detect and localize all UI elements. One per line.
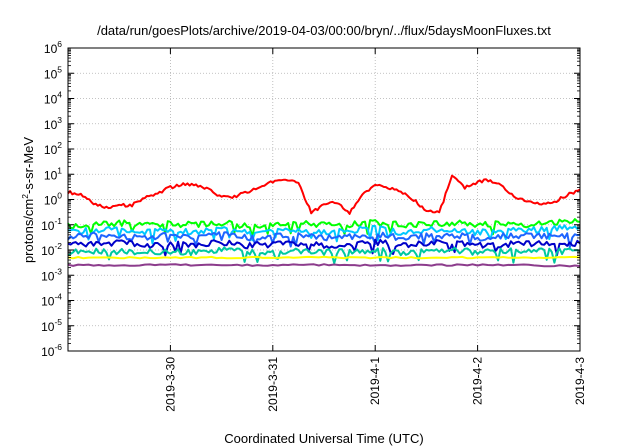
y-tick-label: 10-6	[41, 342, 62, 359]
y-axis-label: protons/cm2-s-sr-MeV	[20, 137, 36, 263]
series-layer	[67, 174, 581, 268]
x-axis-label: Coordinated Universal Time (UTC)	[224, 431, 423, 446]
y-tick-label: 104	[44, 90, 62, 107]
y-tick-label: 10-1	[41, 216, 62, 233]
series-line	[67, 246, 581, 265]
y-tick-label: 106	[44, 39, 62, 56]
y-tick-label: 10-2	[41, 241, 62, 258]
x-tick-label: 2019-4-1	[368, 357, 382, 405]
series-line	[67, 174, 581, 215]
y-tick-label: 10-4	[41, 292, 62, 309]
grid	[68, 48, 580, 351]
series-line	[67, 263, 581, 268]
y-tick-label: 102	[44, 140, 62, 157]
ticks: 106 105 104 103 102 101 100 10-1 10-2 10-3 10-4 10-…	[41, 39, 587, 412]
chart-title: /data/run/goesPlots/archive/2019-04-03/0…	[97, 23, 551, 38]
x-tick-label: 2019-4-2	[471, 357, 485, 405]
x-tick-label: 2019-4-3	[573, 357, 587, 405]
y-tick-label: 101	[44, 165, 62, 182]
series-line	[67, 231, 581, 249]
y-tick-label: 10-3	[41, 266, 62, 283]
y-tick-label: 105	[44, 64, 62, 81]
y-tick-label: 10-5	[41, 317, 62, 334]
y-tick-label: 103	[44, 115, 62, 132]
series-line	[67, 218, 581, 238]
x-tick-label: 2019-3-31	[266, 357, 280, 412]
y-tick-label: 100	[44, 191, 62, 208]
series-line	[67, 238, 581, 257]
series-line	[67, 255, 581, 260]
x-tick-label: 2019-3-30	[163, 357, 177, 412]
